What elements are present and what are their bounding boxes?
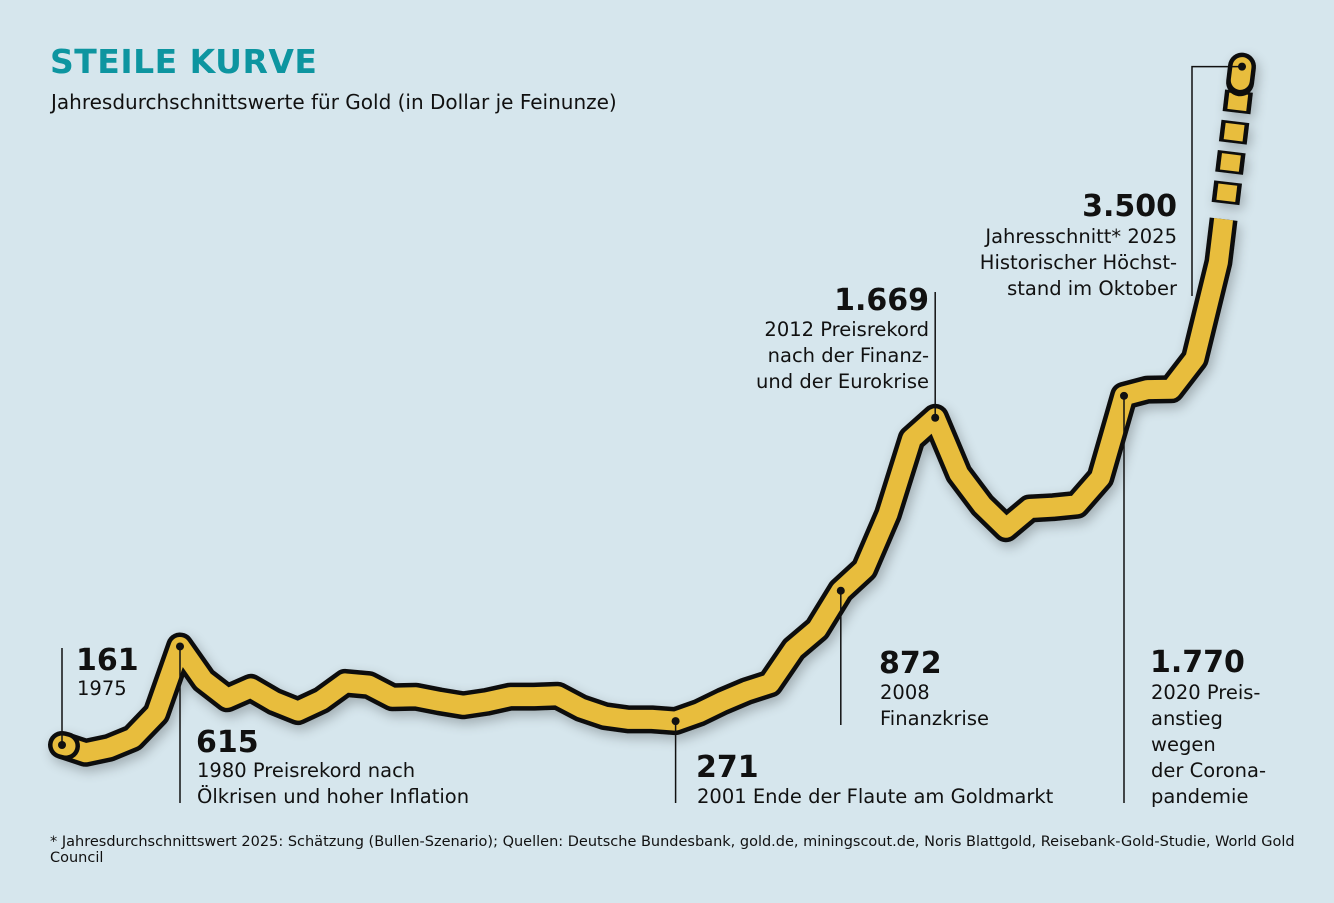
annotation-text: wegen (1151, 733, 1216, 756)
chart-subtitle: Jahresdurchschnittswerte für Gold (in Do… (51, 90, 617, 114)
annotation-text: 2020 Preis- (1151, 681, 1260, 704)
data-point-2012 (931, 413, 940, 422)
annotation-text: pandemie (1151, 785, 1248, 808)
price-line-break-segment (1216, 183, 1238, 203)
annotation-value: 1.669 (834, 283, 929, 318)
annotation-text: 1980 Preisrekord nach (197, 759, 415, 782)
data-point-2020 (1120, 391, 1128, 400)
annotation-value: 615 (196, 725, 259, 760)
annotation-2001: 271 2001 Ende der Flaute am Goldmarkt (696, 750, 1054, 808)
annotation-value: 3.500 (1082, 189, 1177, 224)
data-point-1975 (58, 741, 66, 749)
annotation-text: Jahresschnitt* 2025 (983, 225, 1177, 248)
leader-line-2025 (1191, 65, 1242, 296)
annotation-text: der Corona- (1151, 759, 1266, 782)
price-line (59, 218, 1234, 763)
price-line-break-segment (1223, 122, 1245, 142)
annotation-2012: 1.669 2012 Preisrekord nach der Finanz- … (756, 283, 929, 393)
annotation-text: Finanzkrise (880, 707, 989, 730)
annotation-2025: 3.500 Jahresschnitt* 2025 Historischer H… (980, 189, 1178, 300)
chart-title: STEILE KURVE (50, 42, 318, 81)
data-point-2025 (1238, 62, 1246, 71)
annotation-value: 1.770 (1150, 645, 1245, 680)
data-point-1980 (176, 642, 184, 651)
annotation-text: anstieg (1151, 707, 1223, 730)
annotation-1980: 615 1980 Preisrekord nach Ölkrisen und h… (196, 725, 469, 808)
annotation-1975: 161 1975 (76, 643, 139, 700)
footnote: * Jahresdurchschnittswert 2025: Schätzun… (50, 834, 1295, 866)
annotation-text: Ölkrisen und hoher Inflation (197, 785, 469, 808)
annotation-text: 2012 Preisrekord (764, 318, 929, 341)
annotation-text: nach der Finanz- (768, 344, 929, 367)
annotation-value: 161 (76, 643, 139, 678)
data-point-2008 (836, 586, 845, 595)
annotation-value: 271 (696, 750, 759, 785)
price-line-break-segment (1219, 153, 1241, 172)
data-point-2001 (671, 717, 680, 726)
price-line-break-segment (1227, 92, 1249, 112)
annotation-text: 2008 (880, 681, 930, 704)
annotation-2008: 872 2008 Finanzkrise (879, 646, 989, 730)
annotation-text: 2001 Ende der Flaute am Goldmarkt (697, 785, 1054, 808)
annotation-text: stand im Oktober (1007, 277, 1178, 300)
annotation-value: 872 (879, 646, 942, 681)
annotation-text: und der Eurokrise (756, 370, 929, 393)
annotation-text: 1975 (77, 677, 127, 700)
annotation-2020: 1.770 2020 Preis- anstieg wegen der Coro… (1150, 645, 1266, 808)
annotation-text: Historischer Höchst- (980, 251, 1177, 274)
